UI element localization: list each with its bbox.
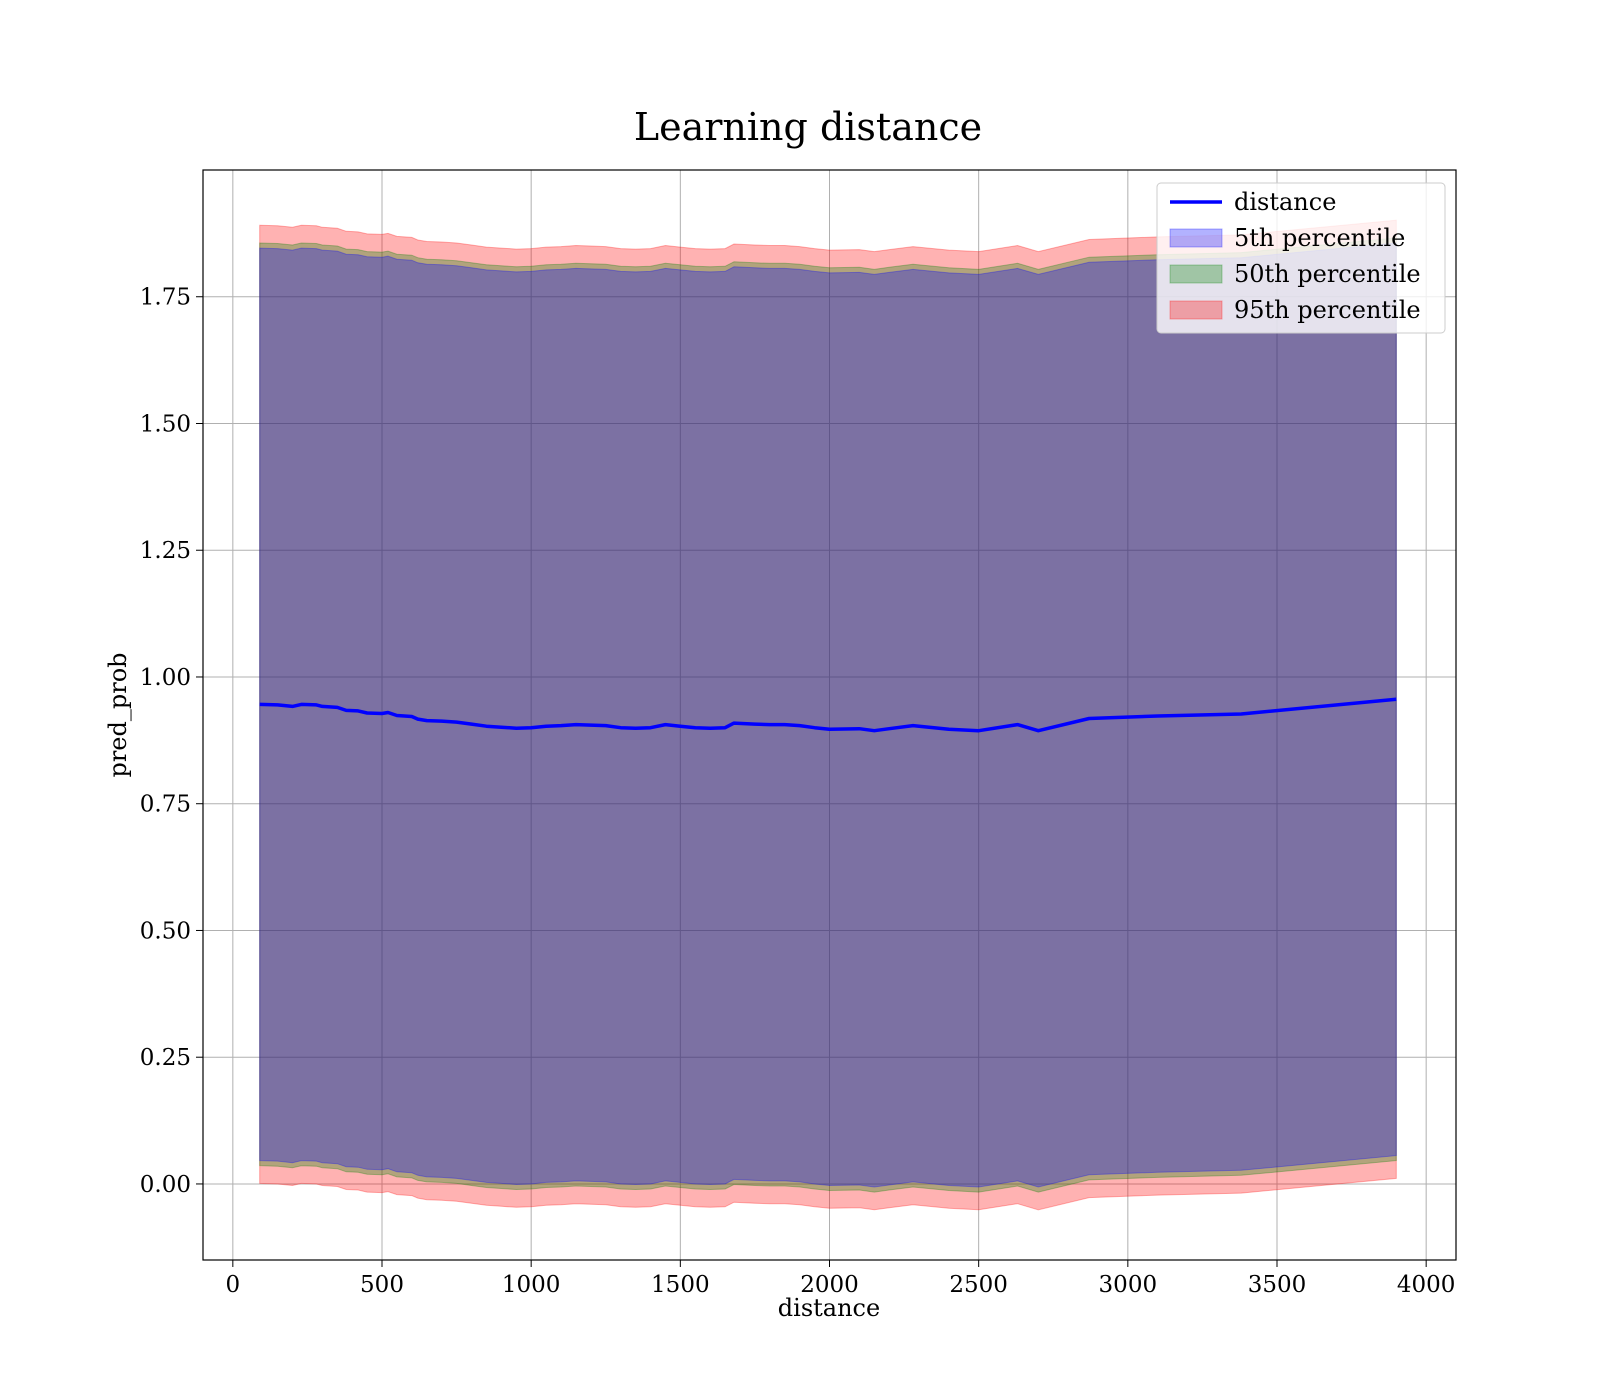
x-tick-label: 0 (226, 1272, 241, 1298)
x-ticks: 0 500 1000 1500 2000 2500 3000 3500 4000 (226, 1260, 1456, 1298)
y-axis-label: pred_prob (104, 652, 132, 777)
y-ticks: 0.00 0.25 0.50 0.75 1.00 1.25 1.50 1.75 (140, 285, 203, 1198)
legend-swatch (1169, 228, 1223, 248)
y-tick-label: 1.00 (140, 665, 191, 691)
x-tick-label: 3000 (1099, 1272, 1158, 1298)
x-tick-label: 1500 (651, 1272, 710, 1298)
legend-label: 95th percentile (1234, 296, 1421, 324)
x-tick-label: 3500 (1248, 1272, 1307, 1298)
y-tick-label: 0.00 (140, 1172, 191, 1198)
x-tick-label: 500 (360, 1272, 404, 1298)
y-tick-label: 0.75 (140, 792, 191, 818)
y-tick-label: 1.25 (140, 538, 191, 564)
band-50th-percentile (259, 237, 1397, 1193)
band-95th-percentile (259, 219, 1397, 1211)
chart-title: Learning distance (634, 105, 982, 149)
grid (203, 170, 1456, 1260)
legend-label: 50th percentile (1234, 260, 1421, 288)
x-axis-label: distance (778, 1294, 880, 1322)
legend-label: 5th percentile (1234, 224, 1405, 252)
legend-swatch (1169, 300, 1223, 320)
legend: distance 5th percentile 50th percentile 95t… (1156, 182, 1446, 334)
x-tick-label: 4000 (1397, 1272, 1456, 1298)
y-tick-label: 0.50 (140, 918, 191, 944)
x-tick-label: 2000 (800, 1272, 859, 1298)
band-5th-percentile (259, 242, 1397, 1188)
legend-swatch (1169, 264, 1223, 284)
bands (259, 219, 1397, 1211)
x-tick-label: 2500 (949, 1272, 1008, 1298)
y-tick-label: 1.50 (140, 411, 191, 437)
lines (259, 697, 1397, 733)
legend-box (1156, 182, 1446, 334)
y-tick-label: 0.25 (140, 1045, 191, 1071)
x-tick-label: 1000 (502, 1272, 561, 1298)
legend-label: distance (1234, 188, 1336, 216)
y-tick-label: 1.75 (140, 285, 191, 311)
series-line-distance (259, 697, 1397, 733)
